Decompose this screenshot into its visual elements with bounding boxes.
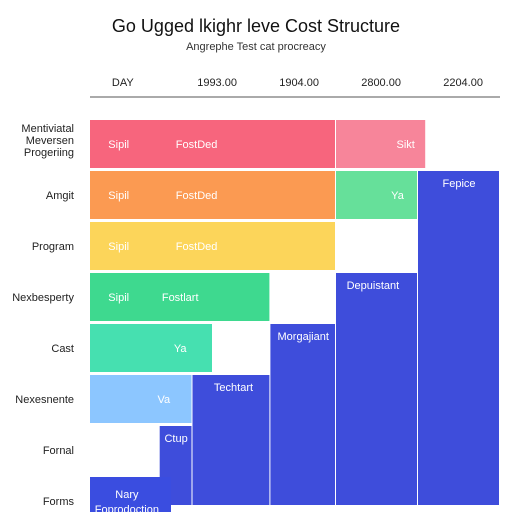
bar-segment (90, 375, 192, 423)
bar-segment-label: Nary (115, 489, 139, 501)
bar-segment-label: Ya (174, 343, 188, 355)
stacked-column (270, 324, 335, 505)
bar-segment-label: FostDed (176, 241, 218, 253)
column-label: 1904.00 (279, 77, 319, 89)
bar-segment-label: Foprodoction (95, 504, 159, 512)
bar-segment-label: Va (157, 394, 171, 406)
bar-segment (90, 273, 270, 321)
chart-title: Go Ugged lkighr leve Cost Structure (111, 16, 401, 36)
column-segment-label: Ctup (164, 433, 187, 445)
row-label: Mentiviatal Meversen Progeriing (21, 123, 74, 159)
row-label: Program (32, 241, 74, 253)
column-segment-label: Fepice (442, 178, 475, 190)
stacked-column (336, 273, 417, 505)
column-label: 1993.00 (197, 77, 237, 89)
row-label: Forms (43, 496, 75, 508)
bar-segment-label: Sipil (108, 241, 129, 253)
stacked-column (418, 171, 499, 505)
bar-segment (90, 324, 212, 372)
bar-segment-label: Sipil (108, 190, 129, 202)
column-label: 2800.00 (361, 77, 401, 89)
row-label: Nexesnente (15, 394, 74, 406)
bar-segment (336, 171, 417, 219)
stacked-column (192, 375, 270, 505)
bar-segment (90, 222, 335, 270)
bar-segment (90, 120, 335, 168)
bar-segment-label: Sipil (108, 139, 129, 151)
column-label: DAY (112, 77, 134, 89)
bar-segment-label: Fostlart (162, 292, 199, 304)
row-label: Amgit (46, 190, 74, 202)
bar-segment-label: FostDed (176, 190, 218, 202)
bar-segment (336, 120, 426, 168)
column-label: 2204.00 (443, 77, 483, 89)
bar-segment-label: Sikt (397, 139, 415, 151)
column-segment-label: Morgajiant (278, 331, 329, 343)
bar-segment (90, 477, 171, 512)
row-label: Fornal (43, 445, 74, 457)
column-segment-label: Depuistant (347, 280, 400, 292)
row-label: Cast (51, 343, 74, 355)
column-segment-label: Techtart (214, 382, 253, 394)
bar-segment (90, 171, 335, 219)
chart-subtitle: Angrephe Test cat procreacy (186, 41, 326, 53)
bar-segment-label: FostDed (176, 139, 218, 151)
row-label: Nexbesperty (12, 292, 74, 304)
bar-segment-label: Ya (391, 190, 405, 202)
bar-segment-label: Sipil (108, 292, 129, 304)
